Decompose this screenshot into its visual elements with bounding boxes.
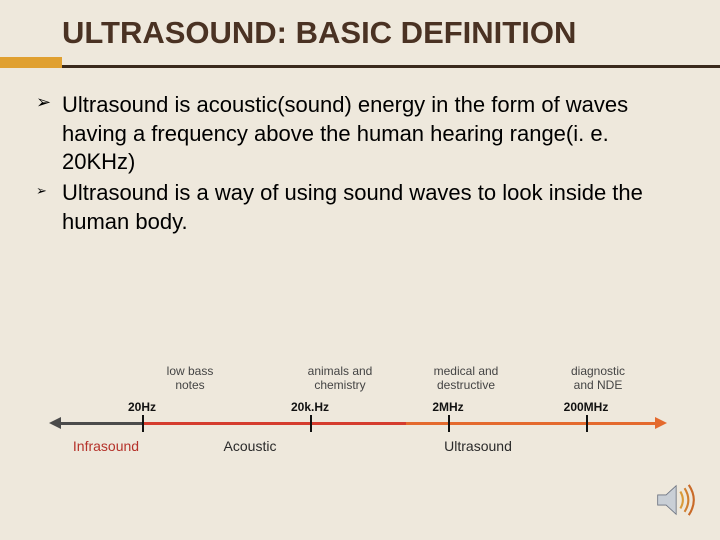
arrow-right-icon — [655, 417, 667, 429]
bullet-glyph-icon: ➢ — [36, 179, 62, 236]
page-title: ULTRASOUND: BASIC DEFINITION — [62, 14, 720, 51]
region-label: Infrasound — [73, 438, 139, 454]
speaker-icon — [656, 481, 698, 524]
tick-label: 200MHz — [564, 400, 609, 414]
bullet-text: Ultrasound is a way of using sound waves… — [62, 179, 668, 236]
tick-label: 20k.Hz — [291, 400, 329, 414]
underline — [62, 65, 720, 68]
accent-bar — [0, 57, 62, 68]
bullet-item: ➢ Ultrasound is a way of using sound wav… — [36, 179, 668, 236]
axis-segment — [406, 422, 658, 425]
region-label: Ultrasound — [444, 438, 512, 454]
axis-tick — [310, 415, 312, 432]
axis-segment — [58, 422, 142, 425]
upper-label: diagnosticand NDE — [571, 364, 625, 393]
upper-label: low bassnotes — [167, 364, 214, 393]
bullet-text: Ultrasound is acoustic(sound) energy in … — [62, 91, 668, 177]
axis-tick — [586, 415, 588, 432]
spectrum-axis — [58, 422, 658, 425]
content-region: ➢ Ultrasound is acoustic(sound) energy i… — [0, 71, 720, 236]
axis-tick — [448, 415, 450, 432]
axis-tick — [142, 415, 144, 432]
tick-label: 2MHz — [432, 400, 463, 414]
upper-label: animals andchemistry — [308, 364, 373, 393]
bullet-item: ➢ Ultrasound is acoustic(sound) energy i… — [36, 91, 668, 177]
title-region: ULTRASOUND: BASIC DEFINITION — [0, 0, 720, 51]
title-underline — [0, 57, 720, 71]
bullet-glyph-icon: ➢ — [36, 91, 62, 177]
upper-label: medical anddestructive — [434, 364, 499, 393]
axis-segment — [142, 422, 406, 425]
tick-label: 20Hz — [128, 400, 156, 414]
region-label: Acoustic — [224, 438, 277, 454]
frequency-spectrum-diagram: 20Hz 20k.Hz 2MHz 200MHz low bassnotes animals… — [48, 364, 668, 474]
